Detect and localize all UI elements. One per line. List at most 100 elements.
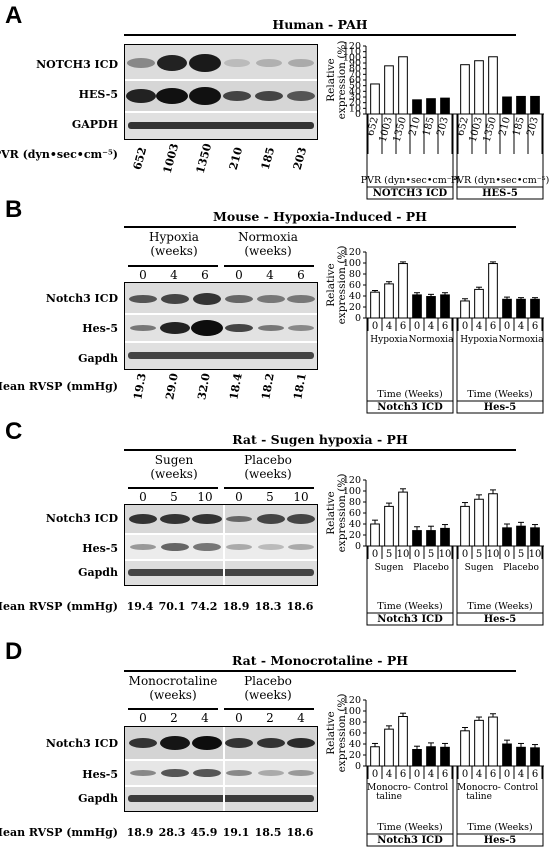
lane-label: 0 <box>235 490 243 504</box>
subgroup-label: Placebo <box>503 563 539 573</box>
value-lane-1: 652 <box>130 145 150 172</box>
subgroup-label: taline <box>466 792 492 802</box>
y-axis-title: expression (%) <box>336 694 348 773</box>
x-tick-label: 10 <box>439 549 452 560</box>
value-lane-6: 18.6 <box>286 826 314 839</box>
x-tick-label: 0 <box>372 321 378 332</box>
blot-label-gapdh: GAPDH <box>71 118 118 131</box>
y-axis-title: Relative <box>325 263 337 306</box>
bar <box>488 56 498 115</box>
value-row: 19.3 29.0 32.0 18.4 18.2 18.1 <box>124 370 316 406</box>
western-blot <box>124 726 318 812</box>
y-axis-title: Relative <box>325 711 337 754</box>
x-tick-label: 4 <box>518 321 524 332</box>
x-tick-label: 203 <box>435 116 451 137</box>
bar <box>440 97 450 115</box>
lane-label: 2 <box>266 711 274 725</box>
y-tick-label: 110 <box>343 47 361 58</box>
group-label-1: Monocrotaline (weeks) <box>128 674 218 702</box>
value-lane-2: 29.0 <box>163 372 181 401</box>
western-blot-image <box>125 45 317 139</box>
panel-letter: B <box>5 196 23 223</box>
x-axis-title: Time (Weeks) <box>377 389 442 400</box>
bar <box>412 530 422 547</box>
value-lane-4: 19.1 <box>222 826 250 839</box>
x-tick-label: 5 <box>386 549 392 560</box>
x-tick-label: 6 <box>442 769 448 780</box>
value-row: 18.9 28.3 45.9 19.1 18.5 18.6 <box>124 816 316 846</box>
x-tick-label: 5 <box>428 549 434 560</box>
group-name: Hes-5 <box>484 402 517 413</box>
panel-title: Mouse - Hypoxia-Induced - PH <box>213 209 427 224</box>
bar <box>502 743 512 767</box>
blot-label-notch3: Notch3 ICD <box>45 737 118 750</box>
title-underline <box>124 226 516 228</box>
western-blot-image <box>125 505 317 585</box>
value-lane-1: 19.3 <box>131 372 149 401</box>
subgroup-label: taline <box>376 792 402 802</box>
value-lane-4: 18.9 <box>222 600 250 613</box>
x-tick-label: 185 <box>511 116 527 137</box>
bar <box>412 749 422 767</box>
value-lane-6: 18.1 <box>291 372 309 401</box>
y-tick-label: 40 <box>349 739 361 750</box>
lane-label: 4 <box>297 711 305 725</box>
y-tick-label: 100 <box>343 258 361 269</box>
y-tick-label: 60 <box>349 508 361 519</box>
y-tick-label: 80 <box>349 497 361 508</box>
value-lane-6: 18.6 <box>286 600 314 613</box>
y-axis-title: expression (%) <box>336 246 348 325</box>
lane-label: 6 <box>297 268 305 282</box>
value-row-label: PVR (dyn•sec•cm⁻⁵) <box>0 148 118 161</box>
group-label-2: Placebo (weeks) <box>244 674 292 702</box>
group-box <box>366 545 454 626</box>
group-label-2: Placebo (weeks) <box>244 453 292 481</box>
x-tick-label: 6 <box>490 769 496 780</box>
panel-letter: C <box>5 418 23 445</box>
y-tick-label: 40 <box>349 519 361 530</box>
x-tick-label: 4 <box>386 321 392 332</box>
bar <box>398 716 408 767</box>
panel-c: C Rat - Sugen hypoxia - PH Sugen (weeks)… <box>0 418 550 626</box>
lane-label: 0 <box>139 490 147 504</box>
value-lane-3: 74.2 <box>190 600 218 613</box>
lane-label: 10 <box>197 490 213 504</box>
title-underline <box>124 670 516 672</box>
bar <box>474 60 484 115</box>
panel-b: B Mouse - Hypoxia-Induced - PH Hypoxia (… <box>0 196 550 416</box>
y-tick-label: 80 <box>349 64 361 75</box>
bar <box>412 99 422 115</box>
title-underline <box>124 34 516 36</box>
y-tick-label: 80 <box>349 717 361 728</box>
x-tick-label: 0 <box>414 321 420 332</box>
x-tick-label: 0 <box>504 769 510 780</box>
blot-label-hes5: Hes-5 <box>82 322 118 335</box>
subgroup-label: Normoxia <box>499 335 545 345</box>
bar <box>474 719 484 767</box>
group-line-2 <box>224 708 314 710</box>
x-tick-label: 10 <box>487 549 500 560</box>
bar <box>398 56 408 115</box>
value-lane-4: 18.4 <box>227 372 245 401</box>
group-name: Notch3 ICD <box>377 835 443 846</box>
bar <box>384 505 394 547</box>
value-lane-3: 1350 <box>193 142 215 175</box>
panel-d: D Rat - Monocrotaline - PH Monocrotaline… <box>0 636 550 847</box>
x-axis-title: Time (Weeks) <box>377 822 442 833</box>
value-lane-5: 185 <box>258 145 278 172</box>
y-axis-title: Relative <box>325 491 337 534</box>
x-tick-label: 4 <box>518 769 524 780</box>
group-box <box>456 545 544 626</box>
y-tick-label: 120 <box>343 695 361 706</box>
y-tick-label: 120 <box>343 475 361 486</box>
x-tick-label: 0 <box>372 769 378 780</box>
value-lane-5: 18.5 <box>254 826 282 839</box>
blot-label-hes5: HES-5 <box>78 88 118 101</box>
x-axis-title: Time (Weeks) <box>467 601 532 612</box>
bar <box>502 298 512 319</box>
blot-label-hes5: Hes-5 <box>82 542 118 555</box>
x-tick-label: 6 <box>442 321 448 332</box>
y-tick-label: 60 <box>349 280 361 291</box>
blot-label-notch3: NOTCH3 ICD <box>36 58 118 71</box>
bar <box>460 64 470 115</box>
